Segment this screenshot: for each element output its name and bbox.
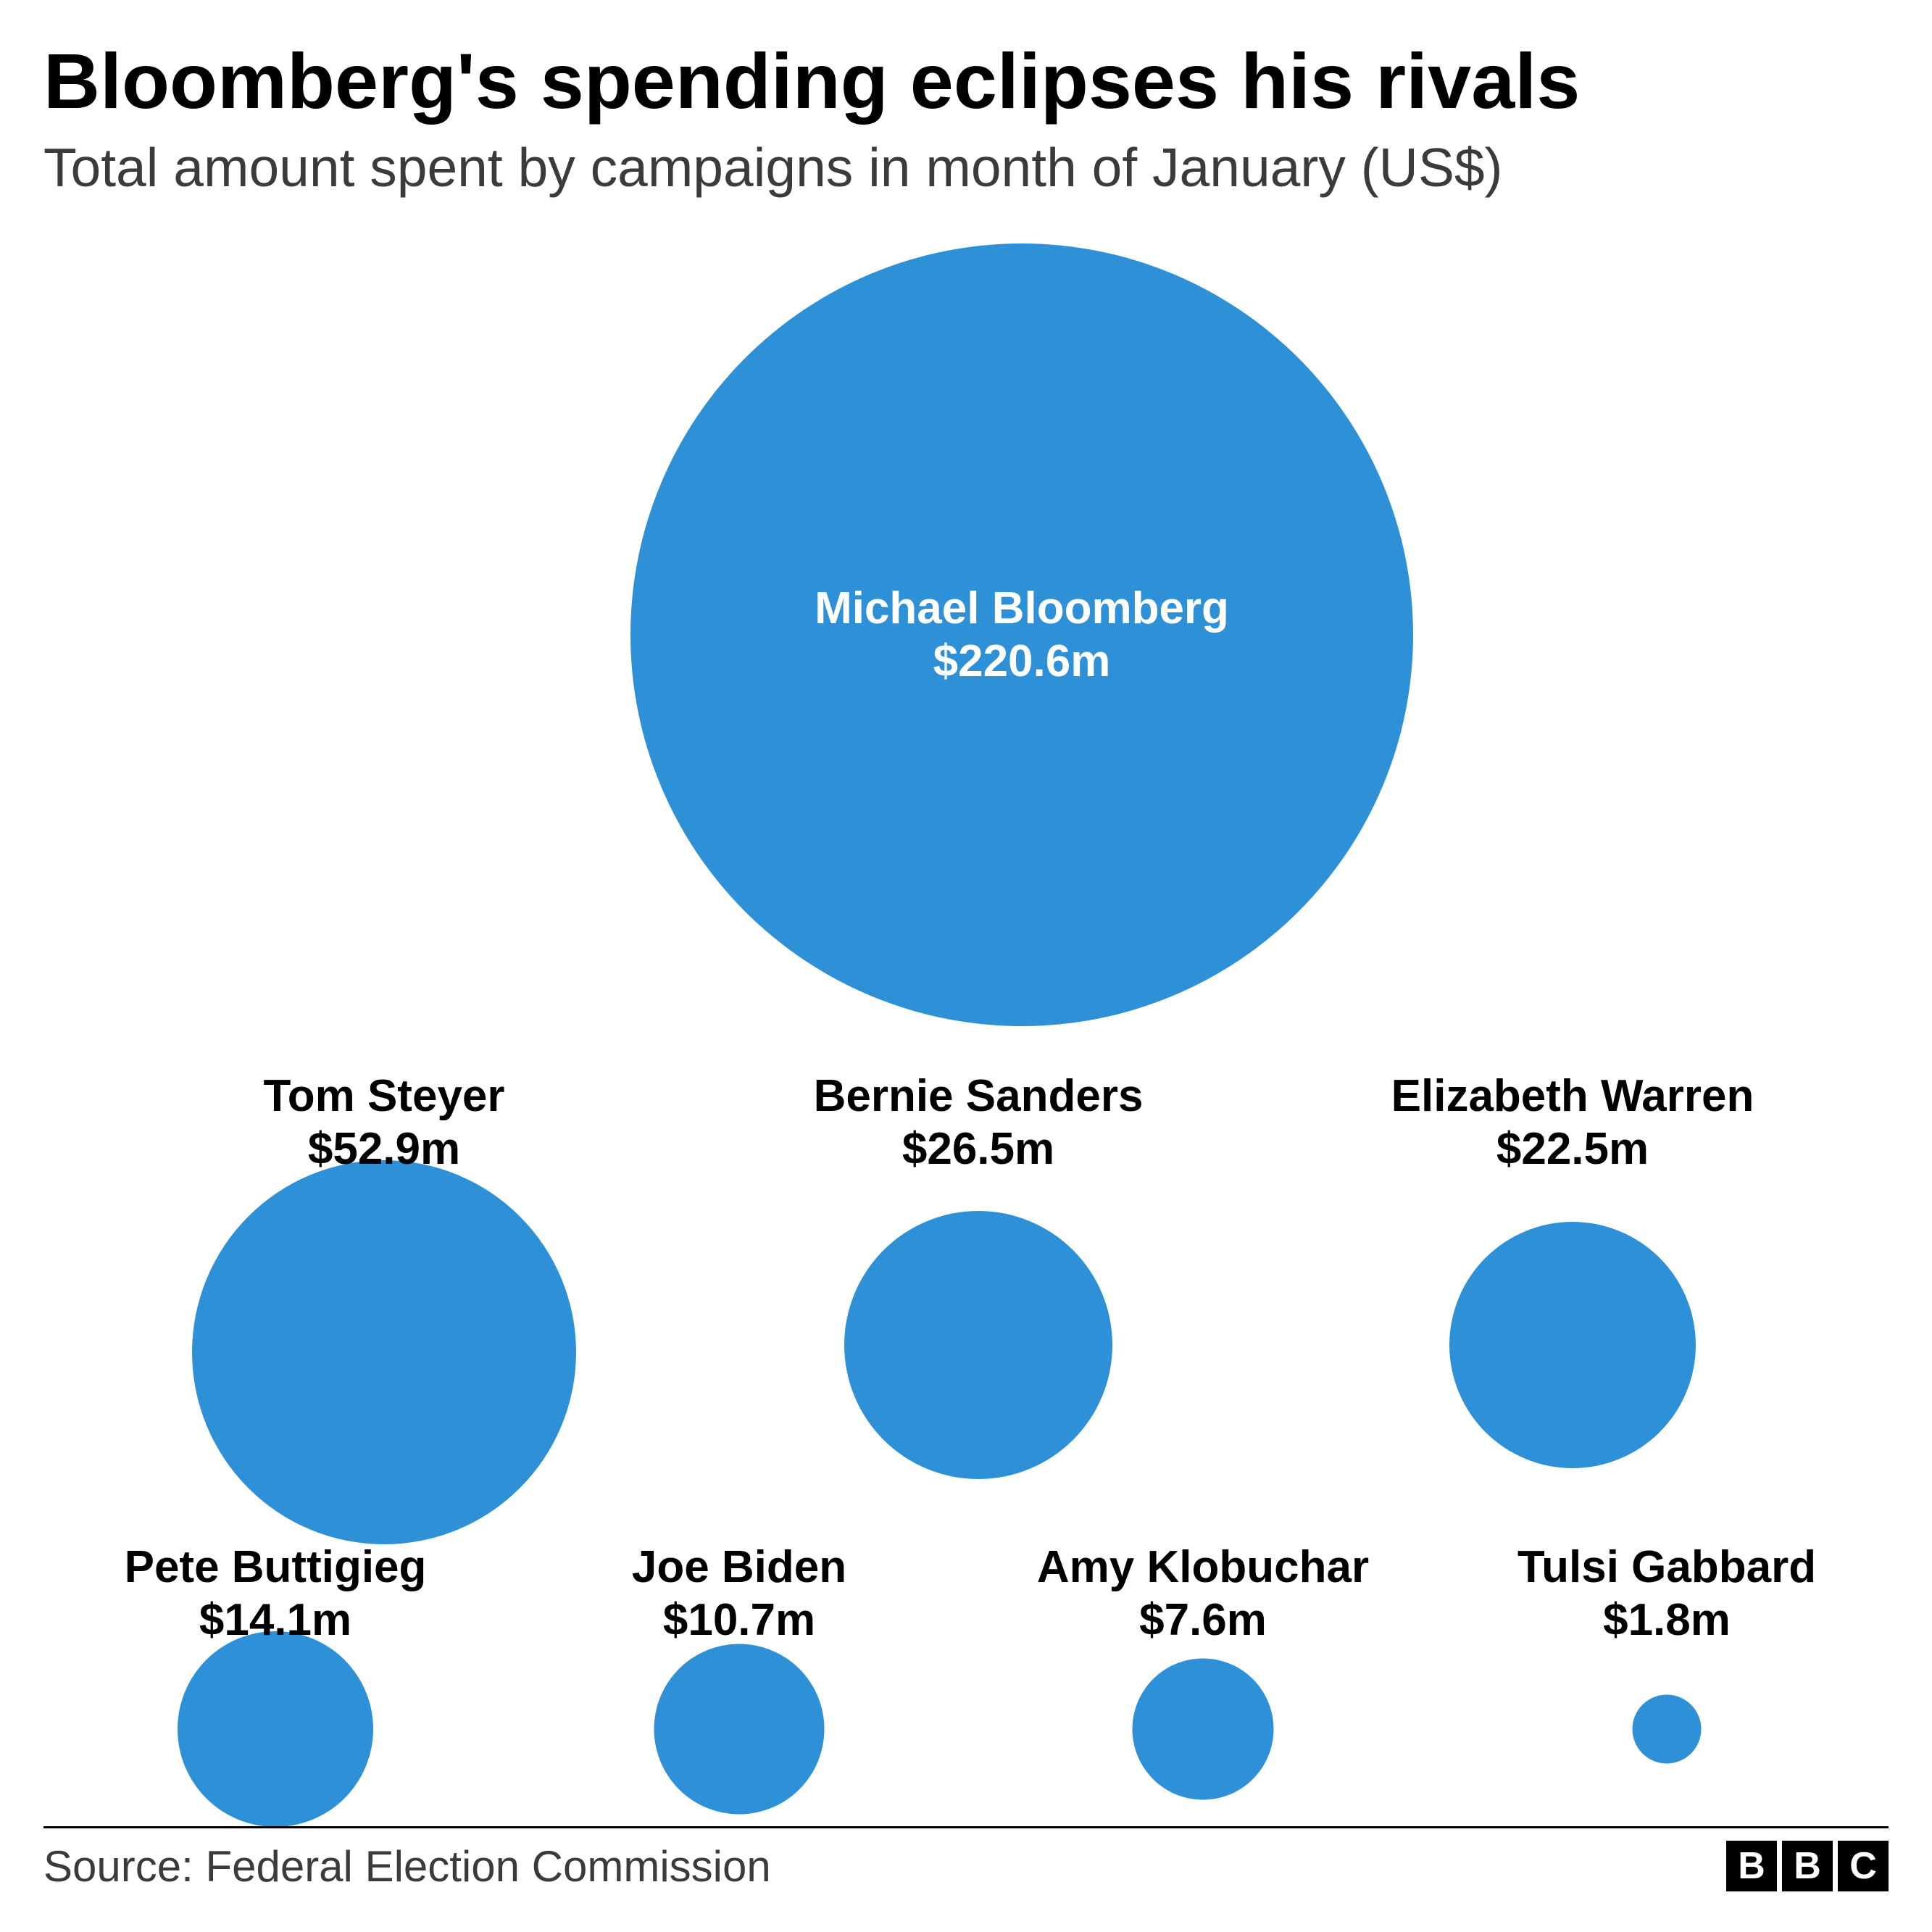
bubble bbox=[844, 1211, 1112, 1479]
candidate-value: $22.5m bbox=[1391, 1123, 1754, 1175]
candidate-name: Tom Steyer bbox=[263, 1070, 504, 1123]
bubble-label: Amy Klobuchar$7.6m bbox=[1037, 1541, 1369, 1646]
bubble bbox=[178, 1631, 373, 1827]
chart-footer: Source: Federal Election Commission BBC bbox=[43, 1841, 1889, 1891]
bubble-label: Michael Bloomberg$220.6m bbox=[815, 582, 1229, 688]
candidate-name: Joe Biden bbox=[632, 1541, 846, 1594]
bbc-logo-letter: B bbox=[1782, 1841, 1833, 1891]
bubble bbox=[654, 1644, 825, 1815]
chart-title: Bloomberg's spending eclipses his rivals bbox=[43, 36, 1889, 126]
bubble bbox=[1449, 1222, 1696, 1468]
bbc-logo-letter: B bbox=[1726, 1841, 1777, 1891]
bubble-label: Elizabeth Warren$22.5m bbox=[1391, 1070, 1754, 1175]
candidate-value: $26.5m bbox=[814, 1123, 1144, 1175]
bubble-label: Tulsi Gabbard$1.8m bbox=[1517, 1541, 1816, 1646]
bubble-chart-area: Michael Bloomberg$220.6m Tom Steyer$52.9m… bbox=[43, 215, 1889, 1758]
candidate-name: Elizabeth Warren bbox=[1391, 1070, 1754, 1123]
bubble bbox=[1633, 1695, 1702, 1764]
candidate-value: $52.9m bbox=[263, 1123, 504, 1175]
bubble-label: Tom Steyer$52.9m bbox=[263, 1070, 504, 1175]
candidate-value: $10.7m bbox=[632, 1594, 846, 1646]
candidate-value: $220.6m bbox=[815, 635, 1229, 688]
candidate-value: $14.1m bbox=[125, 1594, 427, 1646]
candidate-value: $1.8m bbox=[1517, 1594, 1816, 1646]
candidate-name: Michael Bloomberg bbox=[815, 582, 1229, 635]
chart-subtitle: Total amount spent by campaigns in month… bbox=[43, 135, 1889, 200]
bubble-label: Bernie Sanders$26.5m bbox=[814, 1070, 1144, 1175]
candidate-name: Pete Buttigieg bbox=[125, 1541, 427, 1594]
bbc-logo-letter: C bbox=[1838, 1841, 1889, 1891]
candidate-name: Bernie Sanders bbox=[814, 1070, 1144, 1123]
candidate-value: $7.6m bbox=[1037, 1594, 1369, 1646]
source-text: Source: Federal Election Commission bbox=[43, 1841, 771, 1891]
footer-rule bbox=[43, 1826, 1889, 1828]
candidate-name: Tulsi Gabbard bbox=[1517, 1541, 1816, 1594]
bbc-logo: BBC bbox=[1726, 1841, 1889, 1891]
bubble-label: Pete Buttigieg$14.1m bbox=[125, 1541, 427, 1646]
bubble-label: Joe Biden$10.7m bbox=[632, 1541, 846, 1646]
bubble bbox=[1133, 1659, 1274, 1800]
candidate-name: Amy Klobuchar bbox=[1037, 1541, 1369, 1594]
bubble bbox=[192, 1160, 576, 1544]
